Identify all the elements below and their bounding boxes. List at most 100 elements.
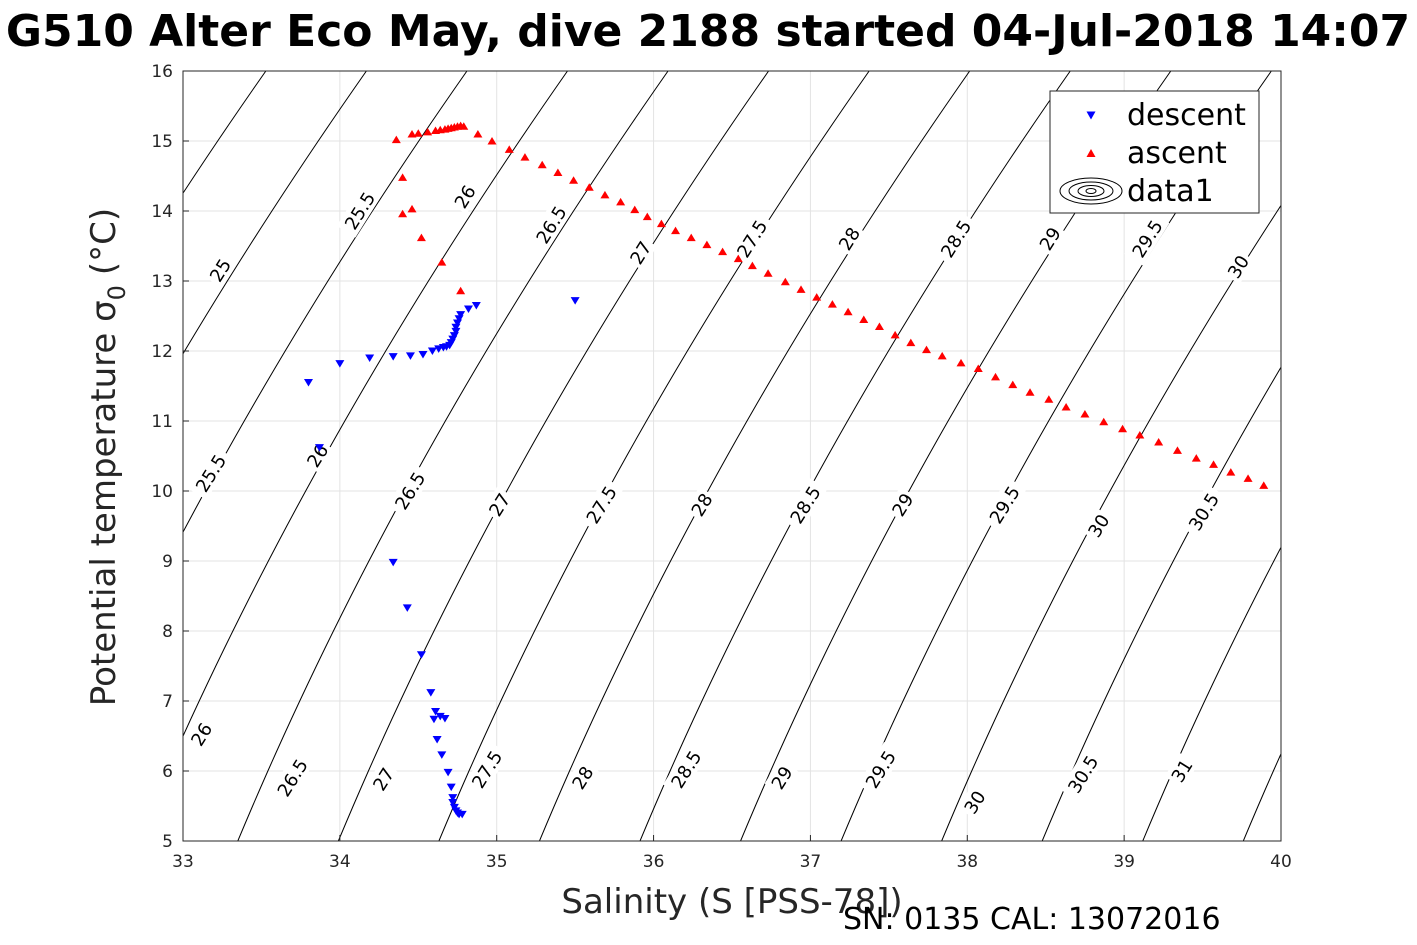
ascent-point: [1080, 410, 1090, 418]
contour-label-background: [885, 486, 919, 523]
contour-label-text: 29: [1036, 224, 1066, 255]
descent-point: [314, 444, 324, 452]
contour-label: 27: [482, 486, 516, 523]
isopycnal-contour-line: [438, 71, 870, 841]
y-tick-label: 14: [151, 202, 173, 222]
descent-point: [335, 360, 345, 368]
descent-point: [440, 715, 450, 723]
ascent-point: [973, 364, 983, 372]
contour-label-text: 28: [568, 763, 598, 794]
y-axis-ticks: 5 6 7 8 9 10 11 12 13 14 15 16: [151, 62, 189, 852]
descent-point: [446, 783, 456, 792]
descent-point: [427, 347, 437, 355]
contour-label-background: [857, 742, 903, 797]
x-tick-label: 38: [956, 852, 978, 872]
contour-label: 28: [832, 220, 866, 257]
contour-label: 29: [885, 486, 919, 523]
ascent-point: [656, 219, 666, 228]
chart-title: G510 Alter Eco May, dive 2188 started 04…: [6, 6, 1410, 57]
ascent-point: [1172, 446, 1182, 454]
ascent-point: [1044, 395, 1054, 403]
descent-point: [443, 768, 453, 777]
x-tick-label: 39: [1113, 852, 1135, 872]
ascent-point: [504, 145, 514, 153]
legend-box: [1049, 90, 1260, 214]
ascent-point: [537, 160, 547, 169]
contour-label-text: 26: [187, 720, 217, 751]
y-tick-label: 5: [162, 832, 173, 852]
contour-label-background: [623, 234, 657, 271]
contour-label: 29: [1032, 220, 1067, 257]
y-tick-label: 13: [151, 272, 173, 292]
contour-label: 28.5: [782, 477, 828, 532]
y-axis-label-subscript: 0: [103, 285, 131, 300]
contour-label: 26.5: [528, 197, 574, 252]
isopycnal-contour-line: [183, 71, 367, 355]
isopycnal-contour-line: [1344, 71, 1417, 841]
contour-label-background: [764, 759, 799, 796]
x-tick-label: 37: [800, 852, 822, 872]
ascent-point: [616, 197, 626, 206]
contour-label-background: [1081, 507, 1115, 544]
contour-label: 30: [957, 784, 991, 820]
contour-label: 27: [366, 761, 400, 797]
ascent-point: [763, 269, 773, 277]
contour-label: 29.5: [857, 742, 903, 797]
ascent-point: [733, 254, 743, 263]
contour-label: 26: [300, 437, 334, 474]
descent-point: [405, 352, 415, 360]
ascent-point: [956, 358, 966, 367]
ascent-point: [459, 122, 469, 130]
contour-label-background: [1180, 484, 1226, 539]
legend-ascent-label: ascent: [1127, 136, 1227, 171]
x-tick-label: 35: [486, 852, 508, 872]
y-tick-label: 9: [162, 552, 173, 572]
descent-point: [388, 353, 398, 361]
ascent-point: [407, 204, 417, 213]
ascent-point: [718, 247, 728, 256]
contour-label-background: [782, 477, 828, 532]
contour-label-background: [187, 445, 233, 501]
contour-label-background: [832, 220, 866, 257]
legend-data1-contour-icon: [1059, 177, 1123, 205]
contour-label-text: 31: [1168, 756, 1198, 787]
ascent-point: [843, 307, 853, 316]
contour-label-background: [386, 463, 433, 518]
contour-label-background: [366, 761, 400, 797]
descent-point: [435, 712, 445, 721]
contour-label-background: [663, 742, 709, 797]
contour-label-text: 27: [485, 490, 515, 521]
contour-label-background: [203, 252, 237, 288]
contour-label-background: [269, 750, 315, 805]
ascent-point: [780, 277, 790, 286]
ascent-point: [1243, 474, 1253, 482]
ascent-point: [398, 209, 408, 218]
ascent-point: [1259, 481, 1269, 489]
ascent-point: [1099, 417, 1109, 426]
ascent-point: [473, 130, 483, 138]
ascent-point: [437, 258, 447, 266]
ascent-point: [600, 190, 610, 199]
contour-label-background: [1221, 248, 1255, 285]
descent-point: [451, 327, 461, 336]
data-markers: [303, 121, 1269, 819]
contour-label-background: [578, 477, 624, 532]
ascent-point: [642, 212, 652, 221]
contour-label-background: [1124, 211, 1170, 266]
contour-label-text: 27: [626, 238, 656, 269]
descent-point: [456, 311, 466, 319]
ascent-point: [906, 338, 916, 347]
contour-label-background: [981, 477, 1027, 532]
ascent-point: [584, 183, 594, 191]
descent-point: [429, 715, 439, 724]
contour-label-background: [1059, 746, 1106, 802]
descent-point: [431, 708, 441, 716]
contour-label-text: 30: [1084, 511, 1114, 542]
ascent-point: [1154, 438, 1164, 446]
contour-label-background: [565, 759, 599, 796]
legend-data1-label: data1: [1127, 174, 1214, 209]
legend: descent ascent data1: [1049, 90, 1260, 214]
descent-point: [457, 810, 467, 819]
